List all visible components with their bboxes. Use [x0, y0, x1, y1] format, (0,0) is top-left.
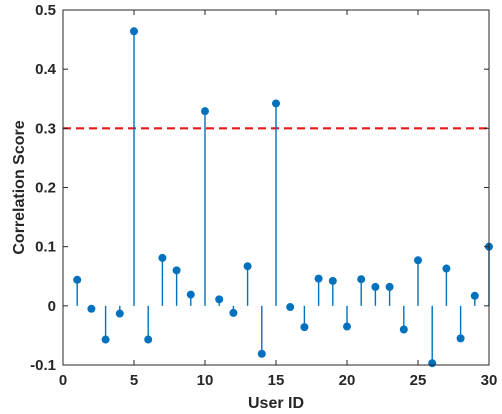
stem-marker [314, 274, 323, 283]
x-tick-label: 20 [339, 372, 356, 389]
y-axis-label: Correlation Score [11, 120, 28, 254]
stem-marker [357, 275, 366, 284]
stem-marker [229, 308, 238, 317]
stem-marker [343, 322, 351, 331]
stem-marker [328, 276, 337, 285]
x-tick-label: 0 [59, 372, 67, 389]
stem-marker [87, 304, 96, 313]
stem-marker [399, 325, 408, 334]
stem-marker [186, 290, 195, 299]
stem-marker [371, 282, 380, 291]
stem-marker [414, 256, 422, 265]
axes: 0 5 10 15 20 25 30-0.100.10.20.30.40.5 [30, 2, 497, 389]
stem-marker [257, 349, 266, 358]
stem-marker [201, 107, 209, 116]
stem-marker [470, 291, 479, 300]
stem-marker [101, 335, 110, 344]
stem-marker [243, 262, 252, 271]
y-tick-label: -0.1 [30, 357, 56, 374]
stem-marker [456, 334, 465, 343]
stem-marker [158, 253, 167, 262]
y-tick-label: 0 [48, 298, 56, 315]
x-axis-label: User ID [248, 395, 304, 412]
x-tick-label: 30 [481, 372, 498, 389]
y-tick-label: 0.5 [35, 2, 56, 19]
stem-marker [144, 335, 153, 344]
stem-marker [272, 99, 280, 108]
x-tick-label: 5 [130, 372, 138, 389]
x-tick-label: 25 [410, 372, 427, 389]
stem-marker [215, 295, 224, 304]
stem-marker [115, 309, 124, 318]
y-tick-label: 0.2 [35, 180, 56, 197]
stem-marker [130, 27, 138, 36]
stem-marker [385, 282, 394, 291]
stem-marker [442, 264, 451, 273]
x-tick-label: 10 [197, 372, 214, 389]
y-tick-label: 0.4 [35, 61, 57, 78]
stem-marker [286, 303, 295, 312]
y-tick-label: 0.3 [35, 120, 56, 137]
x-tick-label: 15 [268, 372, 285, 389]
stem-marker [300, 323, 309, 332]
plot-area [63, 27, 493, 368]
y-tick-label: 0.1 [35, 239, 56, 256]
stem-marker [73, 275, 82, 284]
stem-marker [428, 359, 437, 368]
stem-marker [172, 266, 181, 275]
